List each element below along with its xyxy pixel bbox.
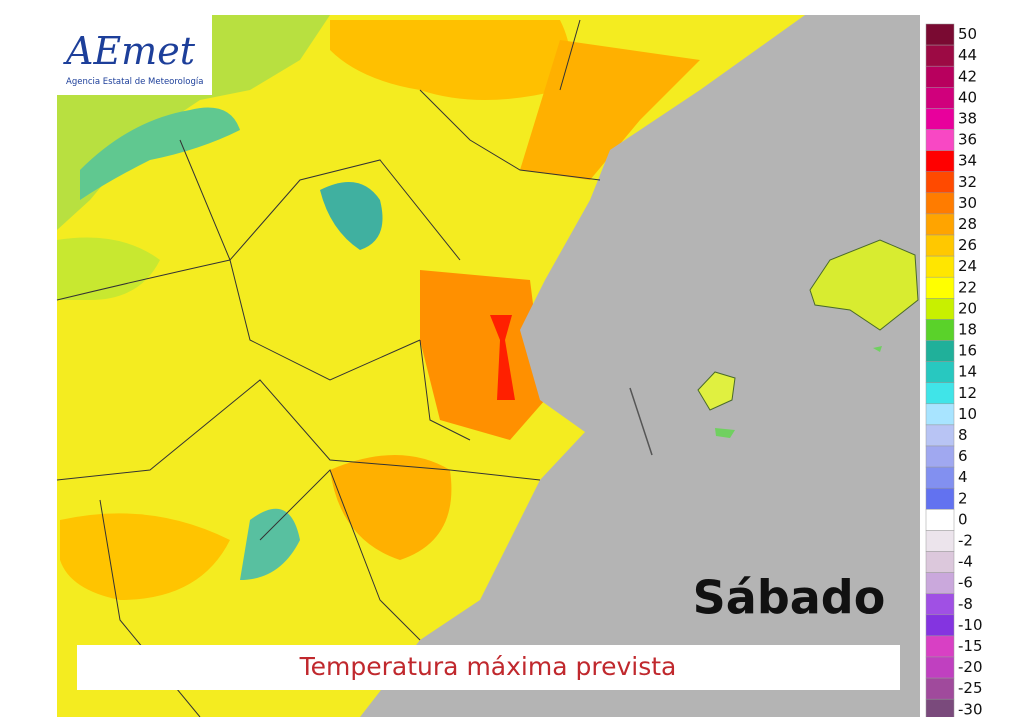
legend-swatch bbox=[925, 298, 955, 320]
legend-label: -30 bbox=[958, 700, 983, 717]
legend-label: 40 bbox=[958, 88, 977, 106]
legend-label: 10 bbox=[958, 405, 977, 423]
legend-swatch bbox=[925, 192, 955, 215]
legend-swatch bbox=[925, 530, 955, 552]
legend-label: 6 bbox=[958, 447, 968, 465]
legend-label: -6 bbox=[958, 574, 973, 592]
legend-label: 44 bbox=[958, 46, 977, 64]
legend-swatch bbox=[925, 255, 955, 278]
legend-swatch bbox=[925, 614, 955, 637]
legend-swatch bbox=[925, 572, 955, 594]
legend-label: -20 bbox=[958, 658, 983, 676]
legend-label: -2 bbox=[958, 531, 973, 549]
legend-label: 20 bbox=[958, 299, 977, 317]
legend-swatch bbox=[925, 171, 955, 194]
legend-label: -25 bbox=[958, 679, 983, 697]
day-label: Sábado bbox=[693, 571, 886, 625]
legend-swatch bbox=[925, 65, 955, 88]
legend-label: 26 bbox=[958, 236, 977, 254]
legend-swatch bbox=[925, 129, 955, 151]
legend-swatch bbox=[925, 551, 955, 573]
legend-label: 36 bbox=[958, 131, 977, 149]
legend-swatch bbox=[925, 593, 955, 616]
legend-label: 18 bbox=[958, 320, 977, 338]
legend-label: 12 bbox=[958, 384, 977, 402]
caption: Temperatura máxima prevista bbox=[299, 652, 677, 681]
legend-label: 2 bbox=[958, 489, 968, 507]
legend-swatch bbox=[925, 23, 955, 46]
legend-label: 22 bbox=[958, 278, 977, 296]
legend-swatch bbox=[925, 213, 955, 236]
legend-swatch bbox=[925, 656, 955, 679]
legend-label: 28 bbox=[958, 215, 977, 233]
legend-swatch bbox=[925, 677, 955, 700]
legend-swatch bbox=[925, 509, 955, 531]
color-legend: 5044424038363432302826242220181614121086… bbox=[925, 23, 983, 717]
logo: AEmet Agencia Estatal de Meteorología bbox=[57, 15, 212, 95]
legend-swatch bbox=[925, 403, 955, 426]
legend-label: -15 bbox=[958, 637, 983, 655]
legend-swatch bbox=[925, 87, 955, 109]
legend-swatch bbox=[925, 466, 955, 489]
legend-label: 14 bbox=[958, 363, 977, 381]
legend-label: -10 bbox=[958, 616, 983, 634]
map bbox=[56, 15, 920, 717]
legend-label: 16 bbox=[958, 342, 977, 360]
legend-swatch bbox=[925, 487, 955, 510]
legend-swatch bbox=[925, 276, 955, 299]
legend-swatch bbox=[925, 361, 955, 383]
legend-swatch bbox=[925, 108, 955, 130]
legend-label: 0 bbox=[958, 510, 968, 528]
legend-swatch bbox=[925, 150, 955, 172]
legend-label: 34 bbox=[958, 152, 977, 170]
legend-swatch bbox=[925, 635, 955, 658]
legend-swatch bbox=[925, 319, 955, 341]
logo-mark: AEmet bbox=[63, 29, 196, 73]
legend-label: 30 bbox=[958, 194, 977, 212]
legend-swatch bbox=[925, 234, 955, 257]
legend-label: 42 bbox=[958, 67, 977, 85]
legend-swatch bbox=[925, 424, 955, 447]
legend-swatch bbox=[925, 44, 955, 67]
legend-label: 38 bbox=[958, 109, 977, 127]
logo-name: Agencia Estatal de Meteorología bbox=[66, 77, 203, 87]
legend-label: 32 bbox=[958, 173, 977, 191]
legend-label: 4 bbox=[958, 468, 968, 486]
legend-label: -8 bbox=[958, 595, 973, 613]
caption-box bbox=[77, 645, 900, 690]
legend-label: 50 bbox=[958, 25, 977, 43]
legend-label: 8 bbox=[958, 426, 968, 444]
legend-label: 24 bbox=[958, 257, 977, 275]
legend-swatch bbox=[925, 382, 955, 405]
legend-swatch bbox=[925, 698, 955, 717]
legend-swatch bbox=[925, 340, 955, 362]
legend-label: -4 bbox=[958, 553, 973, 571]
legend-swatch bbox=[925, 445, 955, 468]
